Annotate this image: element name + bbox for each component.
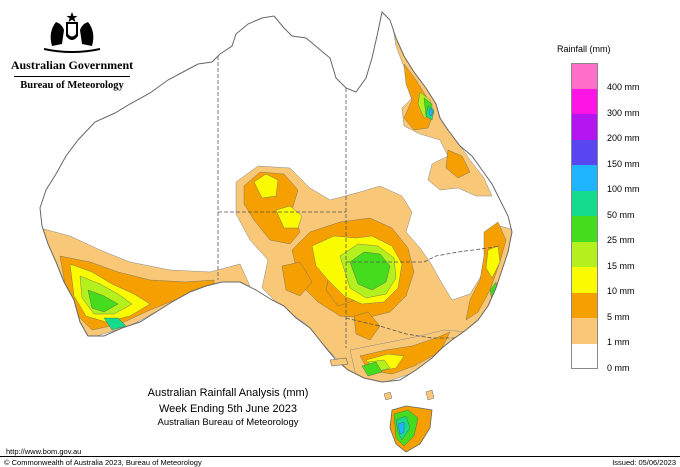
legend-label: 150 mm <box>607 158 640 169</box>
agency-name: Bureau of Meteorology <box>20 80 124 91</box>
legend-swatch <box>571 318 598 344</box>
legend-swatch <box>571 63 598 89</box>
legend-item: 5 mm <box>553 292 673 322</box>
legend-item: 50 mm <box>553 190 673 220</box>
legend-swatch <box>571 165 598 191</box>
coat-of-arms-icon <box>44 12 100 53</box>
legend-item: 300 mm <box>553 88 673 118</box>
legend-swatch <box>571 139 598 165</box>
rain-zone-qld-mid-5mm <box>445 149 471 179</box>
legend-label: 10 mm <box>607 286 635 296</box>
legend-item: 400 mm <box>553 63 673 92</box>
legend-title: Rainfall (mm) <box>557 44 611 54</box>
issued-date: Issued: 05/06/2023 <box>612 458 676 467</box>
footer-divider <box>0 456 680 457</box>
map-subtitle: Week Ending 5th June 2023 <box>158 403 297 415</box>
legend-label: 200 mm <box>607 133 640 143</box>
legend-label: 0 mm <box>607 362 630 373</box>
legend-label: 5 mm <box>607 311 630 322</box>
rain-zone-sa-west-5mm <box>281 261 313 297</box>
legend-label: 25 mm <box>607 235 635 245</box>
legend-label: 400 mm <box>607 82 640 92</box>
legend-item: 100 mm <box>553 165 673 194</box>
rain-zone-sw-50mm <box>103 317 127 331</box>
legend-swatch <box>571 216 598 242</box>
legend-scale: 400 mm 300 mm 200 mm 150 mm 100 mm 50 mm 25 mm… <box>553 63 673 373</box>
legend-swatch <box>571 190 598 216</box>
tasmania <box>383 389 435 453</box>
government-name: Australian Government <box>10 58 134 72</box>
legend-item: 200 mm <box>553 114 673 143</box>
legend-swatch <box>571 114 598 140</box>
bom-url[interactable]: http://www.bom.gov.au <box>6 447 82 456</box>
legend-label: 15 mm <box>607 260 635 271</box>
rain-zone-sw-25mm <box>87 289 119 313</box>
rain-zone-vic-25mm <box>361 361 383 377</box>
rain-zone-wa-north-10mm <box>253 173 279 199</box>
logo-divider <box>14 76 130 77</box>
legend-item: 0 mm <box>553 343 673 373</box>
government-logo: Australian Government Bureau of Meteorol… <box>8 10 136 91</box>
legend-swatch <box>571 267 598 293</box>
legend-item: 1 mm <box>553 318 673 347</box>
legend-label: 100 mm <box>607 184 640 194</box>
legend-item: 10 mm <box>553 267 673 296</box>
kangaroo-island <box>329 357 349 367</box>
legend-item: 15 mm <box>553 241 673 271</box>
copyright-text: © Commonwealth of Australia 2023, Bureau… <box>4 458 202 467</box>
rain-zone-qld-100mm <box>428 107 434 117</box>
legend-label: 50 mm <box>607 209 635 220</box>
legend-label: 300 mm <box>607 107 640 118</box>
legend-swatch <box>571 343 598 369</box>
legend-item: 25 mm <box>553 216 673 245</box>
rainfall-legend: Rainfall (mm) 400 mm 300 mm 200 mm 150 mm 10… <box>553 44 673 373</box>
map-title-block: Australian Rainfall Analysis (mm) Week E… <box>118 387 338 428</box>
legend-swatch <box>571 292 598 318</box>
map-source: Australian Bureau of Meteorology <box>157 417 299 428</box>
rain-zone-central-25mm <box>349 251 391 291</box>
rain-zone-wa-mid-10mm <box>275 205 303 229</box>
legend-swatch <box>571 88 598 114</box>
legend-swatch <box>571 241 598 267</box>
state-border-nsw-vic <box>345 317 458 339</box>
map-title: Australian Rainfall Analysis (mm) <box>147 387 309 399</box>
legend-label: 1 mm <box>607 337 630 347</box>
rain-zone-sa-south-5mm <box>353 311 381 341</box>
state-border-qld-nsw <box>346 245 501 263</box>
legend-item: 150 mm <box>553 139 673 169</box>
